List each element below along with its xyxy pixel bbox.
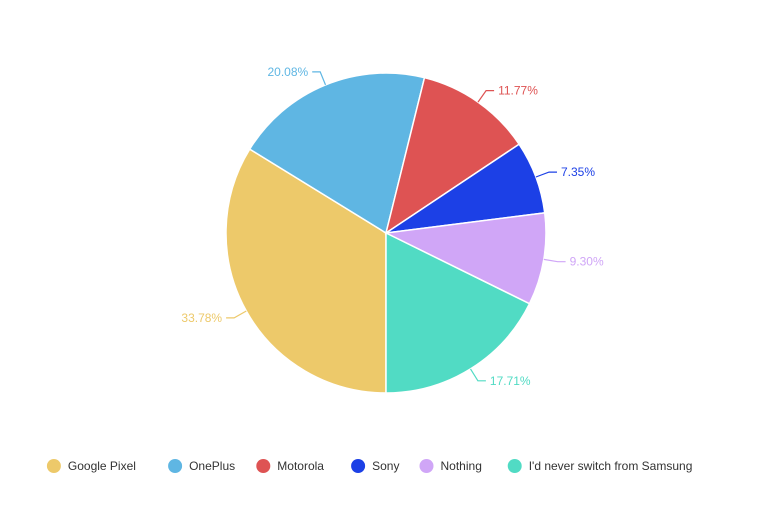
- leader-line-oneplus: [312, 71, 327, 86]
- leader-line-sony: [535, 171, 557, 178]
- legend-label-nothing: Nothing: [441, 459, 482, 473]
- data-label-sony: 7.35%: [561, 165, 595, 179]
- leader-line-google-pixel: [226, 310, 247, 319]
- legend-swatch-nothing: [419, 459, 434, 473]
- chart-legend: Google Pixel OnePlus Motorola Sony Nothing I'…: [46, 459, 693, 473]
- legend-label-oneplus: OnePlus: [189, 459, 235, 473]
- data-label-i-d-never-switch-from-samsung: 17.71%: [490, 374, 531, 388]
- leader-line-nothing: [543, 258, 566, 263]
- leader-line-motorola: [477, 89, 495, 103]
- legend-label-i-d-never-switch-from-samsung: I'd never switch from Samsung: [529, 459, 693, 473]
- legend-swatch-motorola: [256, 459, 271, 473]
- data-label-google-pixel: 33.78%: [181, 311, 222, 325]
- pie-slice-nothing: [383, 211, 547, 305]
- pie-slice-google-pixel: [225, 148, 387, 394]
- legend-swatch-i-d-never-switch-from-samsung: [507, 459, 522, 473]
- legend-swatch-google-pixel: [46, 459, 61, 473]
- pie-slices: [225, 72, 547, 394]
- legend-swatch-sony: [351, 459, 366, 473]
- data-label-motorola: 11.77%: [498, 84, 538, 98]
- data-label-nothing: 9.30%: [570, 255, 604, 269]
- pie-slice-i-d-never-switch-from-samsung: [385, 231, 531, 394]
- leader-line-i-d-never-switch-from-samsung: [469, 368, 486, 382]
- legend-swatch-oneplus: [168, 459, 183, 473]
- pie-leader-lines: [226, 71, 566, 382]
- legend-label-google-pixel: Google Pixel: [68, 459, 136, 473]
- pie-data-labels: 33.78% 20.08% 11.77% 7.35% 9.30% 17.71%: [181, 65, 604, 388]
- legend-label-motorola: Motorola: [277, 459, 324, 473]
- legend-label-sony: Sony: [372, 459, 399, 473]
- data-label-oneplus: 20.08%: [267, 65, 308, 79]
